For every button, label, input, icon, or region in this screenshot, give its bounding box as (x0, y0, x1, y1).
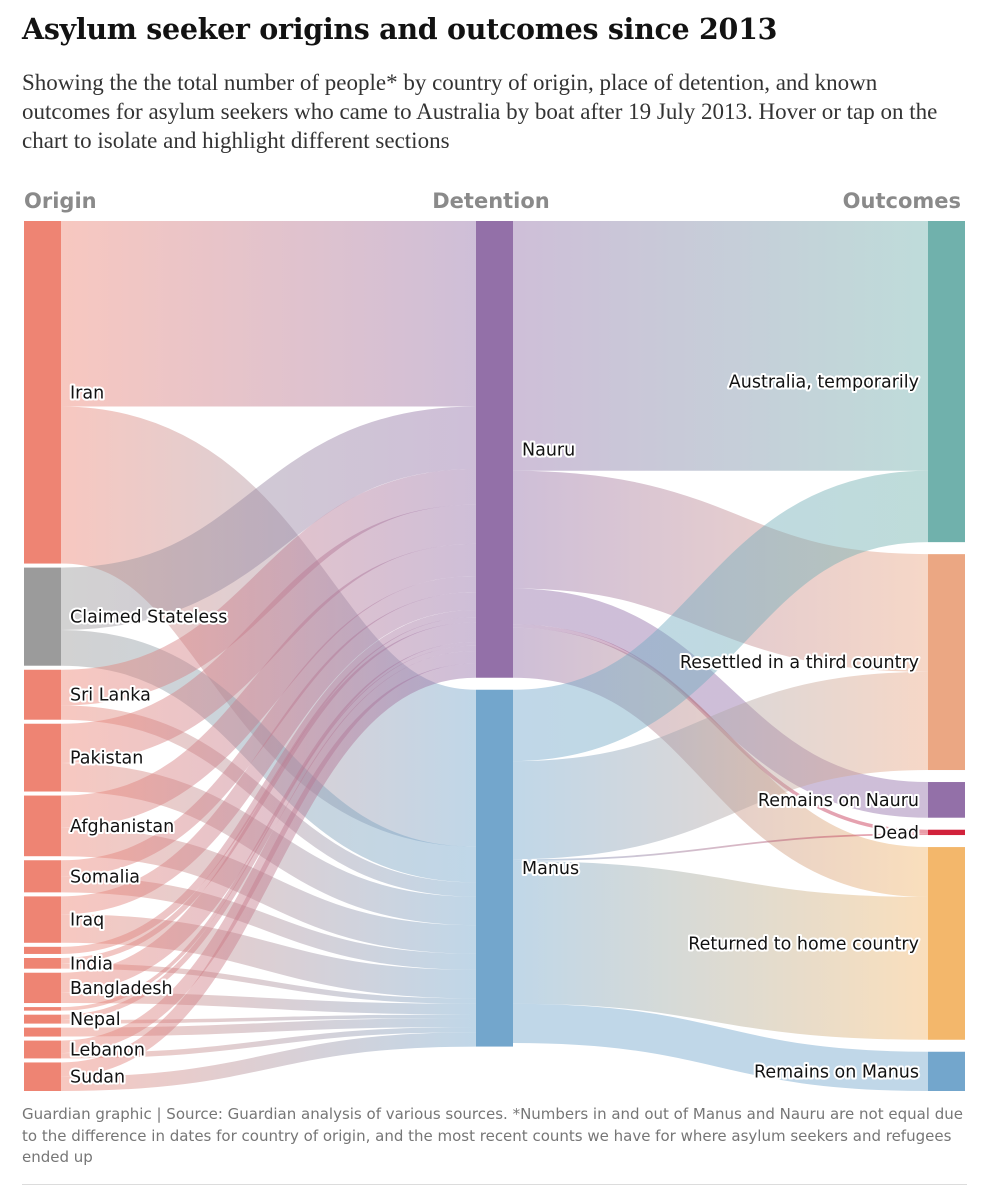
link-iraq-to-nauru[interactable] (60, 592, 477, 915)
footer-divider (22, 1184, 967, 1185)
node-label-dead: Dead (873, 823, 919, 843)
node-label-iraq: Iraq (70, 911, 104, 931)
node-returned-to-home-country[interactable] (928, 847, 965, 1040)
node-resettled-in-a-third-country[interactable] (928, 554, 965, 771)
link-claimed-stateless-to-nauru[interactable] (60, 406, 477, 631)
node-label-returned-to-home-country: Returned to home country (688, 934, 919, 954)
link-layer (57, 220, 929, 1091)
node-label-sudan: Sudan (70, 1068, 125, 1088)
node-somalia[interactable] (24, 860, 61, 893)
link-manus-to-dead[interactable] (512, 833, 929, 862)
column-headers: Origin Detention Outcomes (24, 189, 961, 213)
column-header-origin: Origin (24, 189, 97, 213)
node-claimed-stateless[interactable] (24, 567, 61, 666)
node-layer (24, 221, 965, 1091)
node-dead[interactable] (928, 829, 965, 836)
node-unlabelled-o7[interactable] (24, 946, 61, 954)
link-lebanon-to-nauru[interactable] (60, 650, 477, 1054)
link-manus-to-resettled-in-a-third-country[interactable] (512, 671, 929, 860)
node-label-resettled-in-a-third-country: Resettled in a third country (680, 653, 919, 673)
node-nepal[interactable] (24, 1014, 61, 1024)
node-remains-on-nauru[interactable] (928, 782, 965, 818)
column-header-outcomes: Outcomes (843, 189, 961, 213)
node-label-lebanon: Lebanon (70, 1041, 145, 1061)
node-label-pakistan: Pakistan (70, 749, 143, 769)
node-sudan[interactable] (24, 1062, 61, 1091)
link-pakistan-to-nauru[interactable] (60, 504, 477, 763)
source-note: Guardian graphic | Source: Guardian anal… (22, 1105, 963, 1166)
link-manus-to-remains-on-manus[interactable] (512, 1003, 929, 1091)
link-afghanistan-to-nauru[interactable] (60, 543, 477, 828)
node-australia-temporarily[interactable] (928, 221, 965, 543)
node-label-manus: Manus (522, 859, 579, 879)
link-nepal-to-nauru[interactable] (60, 645, 477, 1021)
node-label-sri-lanka: Sri Lanka (70, 686, 151, 706)
link-manus-to-returned-to-home-country[interactable] (512, 861, 929, 1040)
node-nauru[interactable] (476, 221, 513, 678)
link-sudan-to-nauru[interactable] (60, 663, 477, 1077)
link-bangladesh-to-nauru[interactable] (60, 622, 477, 993)
node-label-remains-on-nauru: Remains on Nauru (758, 791, 919, 811)
label-layer: Iran Claimed Stateless Sri Lanka Pakistan Af… (68, 371, 921, 1090)
node-bangladesh[interactable] (24, 972, 61, 1004)
node-label-claimed-stateless: Claimed Stateless (70, 608, 227, 628)
node-remains-on-manus[interactable] (928, 1051, 965, 1091)
node-label-remains-on-manus: Remains on Manus (754, 1062, 919, 1082)
node-manus[interactable] (476, 689, 513, 1047)
column-header-detention: Detention (432, 189, 550, 213)
node-iraq[interactable] (24, 896, 61, 943)
link-unlabelled-o10-to-nauru[interactable] (60, 642, 477, 1011)
node-india[interactable] (24, 957, 61, 969)
link-manus-to-australia-temporarily[interactable] (512, 470, 929, 762)
chart-title: Asylum seeker origins and outcomes since… (22, 12, 778, 46)
node-pakistan[interactable] (24, 723, 61, 792)
link-somalia-to-nauru[interactable] (60, 576, 477, 877)
node-lebanon[interactable] (24, 1040, 61, 1059)
link-nauru-to-remains-on-nauru[interactable] (512, 588, 929, 818)
node-label-nauru: Nauru (522, 440, 575, 460)
node-unlabelled-o12[interactable] (24, 1027, 61, 1037)
node-label-bangladesh: Bangladesh (70, 979, 173, 999)
node-label-australia-temporarily: Australia, temporarily (729, 373, 919, 393)
sankey-chart[interactable]: Origin Detention Outcomes Iran Claimed Stat… (0, 180, 989, 1100)
node-sri-lanka[interactable] (24, 669, 61, 720)
link-unlabelled-o7-to-nauru[interactable] (60, 609, 477, 954)
chart-subtitle: Showing the the total number of people* … (22, 70, 938, 153)
node-label-nepal: Nepal (70, 1010, 121, 1030)
node-label-somalia: Somalia (70, 867, 140, 887)
node-unlabelled-o10[interactable] (24, 1007, 61, 1011)
link-sudan-to-manus[interactable] (60, 1032, 477, 1091)
node-iran[interactable] (24, 221, 61, 564)
node-afghanistan[interactable] (24, 795, 61, 857)
node-label-afghanistan: Afghanistan (70, 817, 174, 837)
node-label-iran: Iran (70, 383, 104, 403)
link-sri-lanka-to-nauru[interactable] (60, 468, 477, 706)
node-label-india: India (70, 954, 113, 974)
